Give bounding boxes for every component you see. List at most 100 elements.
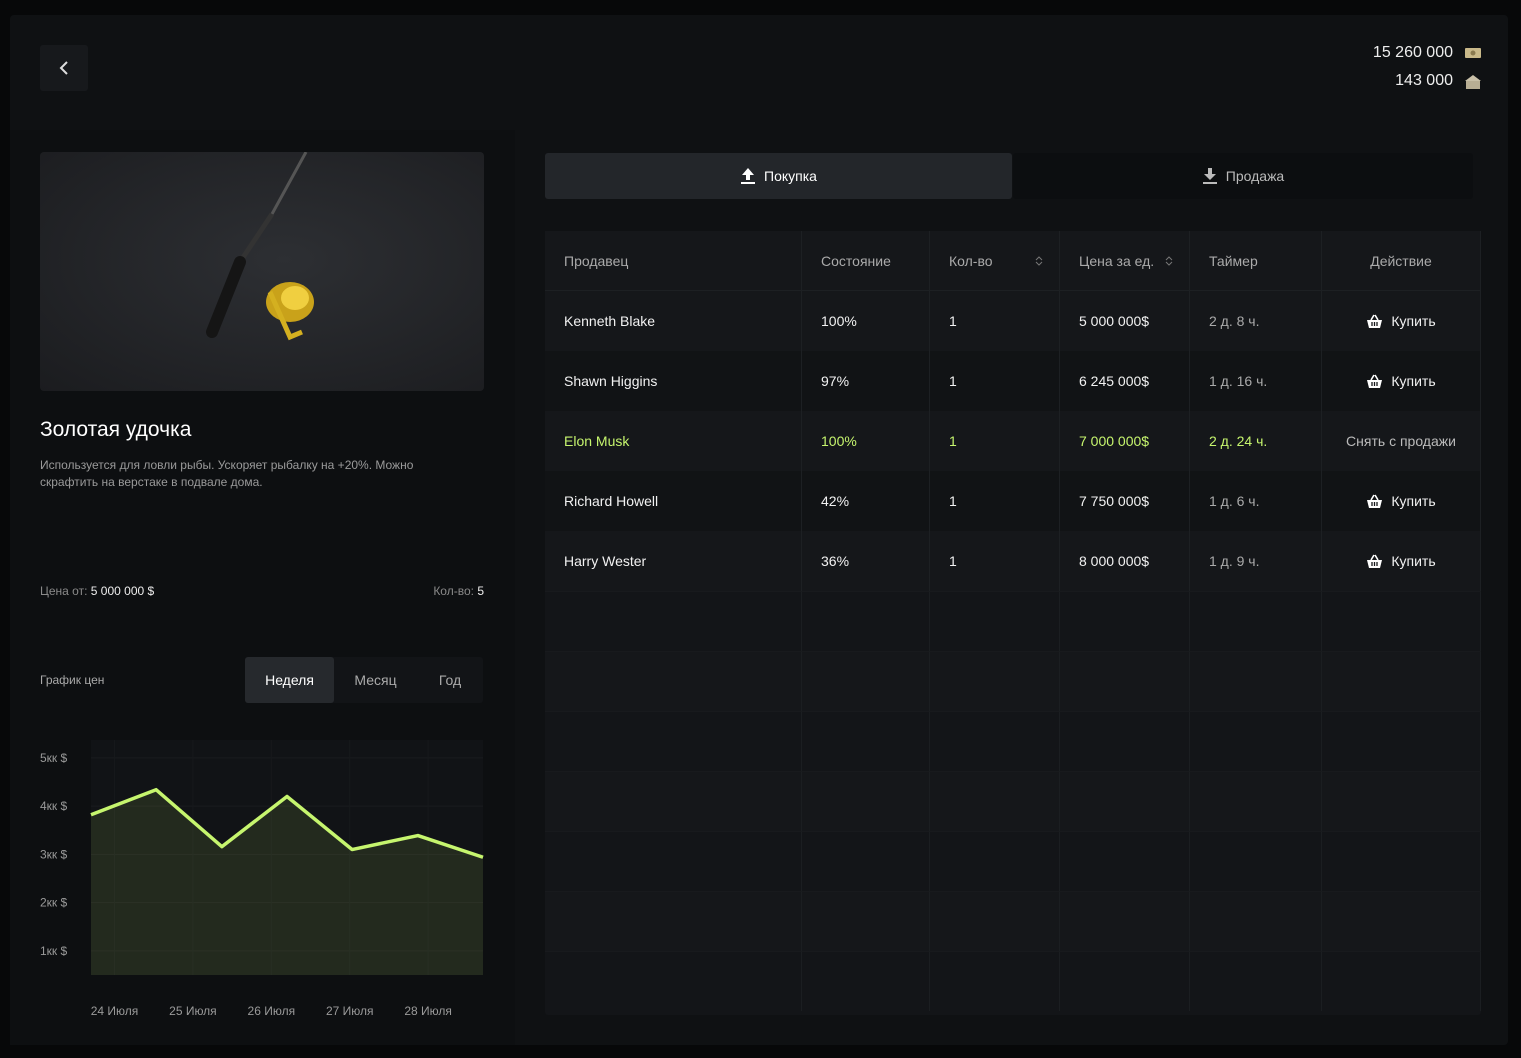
empty-cell <box>1190 651 1322 711</box>
empty-cell <box>802 891 930 951</box>
balance-cash: 15 260 000 <box>1372 44 1453 61</box>
basket-icon <box>1367 374 1383 388</box>
empty-cell <box>545 711 802 771</box>
empty-cell <box>545 891 802 951</box>
price-label: Цена от: <box>40 584 88 598</box>
empty-cell <box>1060 831 1190 891</box>
table-cell: 1 д. 9 ч. <box>1190 531 1322 591</box>
cell-text: Снять с продажи <box>1346 433 1456 449</box>
empty-cell <box>930 831 1060 891</box>
empty-cell <box>1322 951 1481 1011</box>
column-title: Кол-во <box>949 252 993 269</box>
tab-icon <box>1202 168 1217 184</box>
item-description: Используется для ловли рыбы. Ускоряет ры… <box>40 458 414 489</box>
x-tick-label: 27 Июля <box>326 1004 374 1018</box>
y-tick-label: 2кк $ <box>40 896 68 910</box>
column-header: Состояние <box>802 231 930 291</box>
cell-text: 100% <box>821 433 857 449</box>
item-image <box>40 152 484 391</box>
empty-cell <box>1190 831 1322 891</box>
column-title: Продавец <box>564 252 629 269</box>
area <box>91 789 483 975</box>
cell-text: Shawn Higgins <box>564 373 658 389</box>
chart-title: График цен <box>40 673 105 687</box>
table-cell: 1 д. 6 ч. <box>1190 471 1322 531</box>
column-header[interactable]: Цена за ед. <box>1060 231 1190 291</box>
cell-text: 1 <box>949 373 957 389</box>
action-cell[interactable]: Купить <box>1322 471 1481 531</box>
tab-icon <box>741 168 756 184</box>
empty-cell <box>930 771 1060 831</box>
table-cell: 100% <box>802 411 930 471</box>
period-button[interactable]: Неделя <box>245 657 334 703</box>
empty-cell <box>1060 651 1190 711</box>
cell-text: 36% <box>821 553 850 569</box>
table-cell: Richard Howell <box>545 471 802 531</box>
back-button[interactable] <box>40 45 88 91</box>
empty-cell <box>1060 711 1190 771</box>
action-cell[interactable]: Купить <box>1322 351 1481 411</box>
action-cell[interactable]: Купить <box>1322 531 1481 591</box>
table-cell: 1 <box>930 291 1060 351</box>
table-cell: 36% <box>802 531 930 591</box>
cell-text: 100% <box>821 313 857 329</box>
qty-label: Кол-во: <box>433 584 474 598</box>
cell-text: Купить <box>1391 373 1436 389</box>
table-cell: 1 д. 16 ч. <box>1190 351 1322 411</box>
action-cell[interactable]: Снять с продажи <box>1322 411 1481 471</box>
table-cell: 97% <box>802 351 930 411</box>
empty-cell <box>930 891 1060 951</box>
cell-text: 7 000 000$ <box>1079 433 1150 449</box>
basket-icon <box>1367 314 1383 328</box>
table-cell: Shawn Higgins <box>545 351 802 411</box>
cell-text: 7 750 000$ <box>1079 493 1150 509</box>
cell-text: 1 <box>949 493 957 509</box>
empty-cell <box>1190 771 1322 831</box>
table-cell: 2 д. 8 ч. <box>1190 291 1322 351</box>
column-header: Продавец <box>545 231 802 291</box>
empty-cell <box>930 651 1060 711</box>
empty-cell <box>1060 951 1190 1011</box>
empty-cell <box>930 951 1060 1011</box>
period-button[interactable]: Год <box>438 672 462 688</box>
empty-cell <box>1322 591 1481 651</box>
tab[interactable]: Покупка <box>545 153 1012 199</box>
table-cell: 1 <box>930 531 1060 591</box>
empty-cell <box>545 771 802 831</box>
cell-text: 2 д. 24 ч. <box>1209 433 1268 449</box>
column-header: Таймер <box>1190 231 1322 291</box>
cell-text: Elon Musk <box>564 433 630 449</box>
column-title: Действие <box>1370 252 1432 269</box>
table-cell: 8 000 000$ <box>1060 531 1190 591</box>
cell-text: 97% <box>821 373 850 389</box>
table-cell: Kenneth Blake <box>545 291 802 351</box>
period-button[interactable]: Месяц <box>354 672 397 688</box>
cell-text: 1 <box>949 433 957 449</box>
empty-cell <box>1322 831 1481 891</box>
action-cell[interactable]: Купить <box>1322 291 1481 351</box>
y-tick-label: 4кк $ <box>40 799 68 813</box>
price-from: Цена от: 5 000 000 $ <box>40 584 154 598</box>
basket-icon <box>1367 494 1383 508</box>
y-tick-label: 3кк $ <box>40 847 68 861</box>
cell-text: Harry Wester <box>564 553 647 569</box>
x-tick-label: 24 Июля <box>91 1004 139 1018</box>
cell-text: Купить <box>1391 493 1436 509</box>
table-cell: 42% <box>802 471 930 531</box>
price-chart: 5кк $ 4кк $ 3кк $ 2кк $ 1кк $ 24 Июля 25 Июля 2… <box>40 740 484 1018</box>
cell-text: 1 <box>949 313 957 329</box>
y-tick-label: 5кк $ <box>40 751 68 765</box>
table-cell: 2 д. 24 ч. <box>1190 411 1322 471</box>
empty-cell <box>802 711 930 771</box>
empty-cell <box>802 771 930 831</box>
empty-cell <box>1322 651 1481 711</box>
empty-cell <box>1322 771 1481 831</box>
tab[interactable]: Продажа <box>1013 153 1473 199</box>
cell-text: 1 д. 16 ч. <box>1209 373 1268 389</box>
column-title: Цена за ед. <box>1079 252 1155 269</box>
table-cell: 5 000 000$ <box>1060 291 1190 351</box>
table-cell: 6 245 000$ <box>1060 351 1190 411</box>
line <box>90 787 484 859</box>
empty-cell <box>1060 771 1190 831</box>
column-header[interactable]: Кол-во <box>930 231 1060 291</box>
